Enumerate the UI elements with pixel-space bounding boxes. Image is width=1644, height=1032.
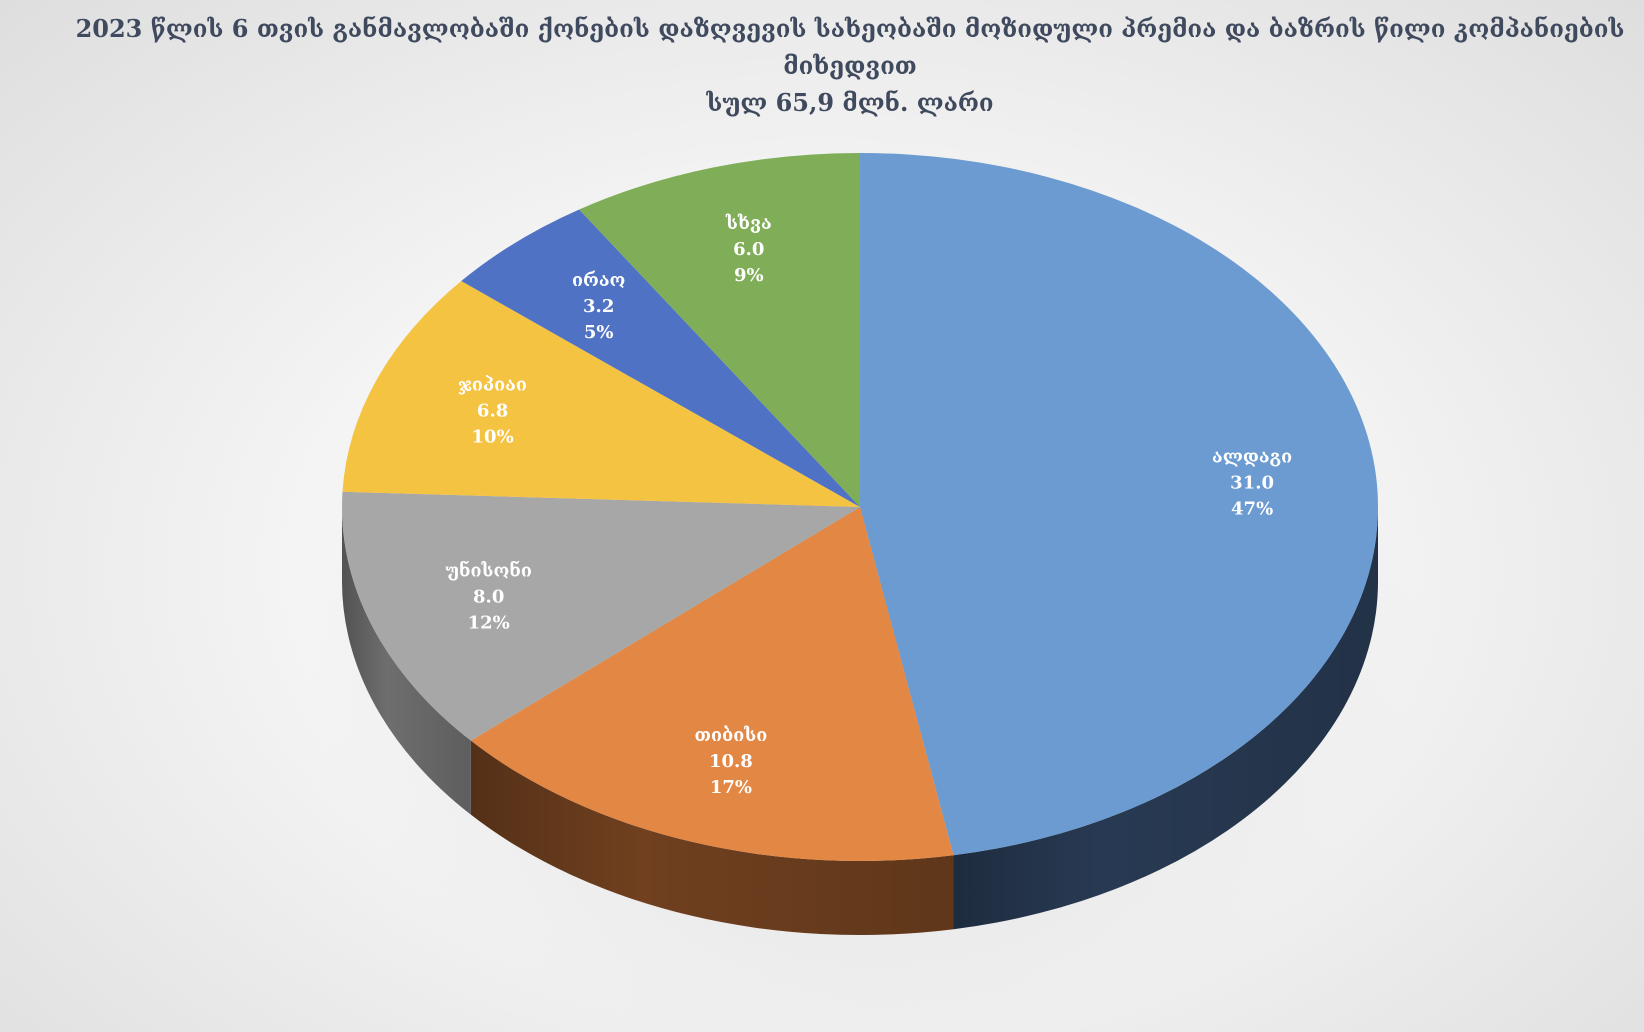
slice-percent-4: 5% <box>584 322 614 343</box>
slice-value-5: 6.0 <box>733 239 764 260</box>
slice-percent-1: 17% <box>710 777 752 798</box>
slice-label-5: სხვა 6.0 9% <box>725 213 772 286</box>
slice-side-1-shade <box>470 740 954 935</box>
slice-4 <box>461 209 860 507</box>
slice-1 <box>470 507 954 861</box>
slice-name-0: ალდაგი <box>1212 447 1292 468</box>
slice-percent-3: 10% <box>472 426 514 447</box>
slice-value-3: 6.8 <box>477 400 508 421</box>
slice-value-0: 31.0 <box>1230 473 1274 494</box>
slice-name-4: ირაო <box>572 270 625 291</box>
slice-side-0-shade <box>953 507 1378 930</box>
slice-side-2-shade <box>342 507 471 815</box>
slice-percent-5: 9% <box>734 265 764 286</box>
slice-3 <box>342 281 861 507</box>
slice-2 <box>342 491 860 741</box>
slice-label-1: თიბისი 10.8 17% <box>694 725 767 798</box>
slice-label-2: უნისონი 8.0 12% <box>445 561 531 634</box>
pie-sides <box>342 507 1378 935</box>
slice-percent-0: 47% <box>1231 499 1273 520</box>
slice-label-0: ალდაგი 31.0 47% <box>1212 447 1292 520</box>
slice-value-2: 8.0 <box>473 587 504 608</box>
slice-label-3: ჯიპიაი 6.8 10% <box>458 374 527 447</box>
chart-title-main: 2023 წლის 6 თვის განმავლობაში ქონების და… <box>75 14 1625 80</box>
slice-name-3: ჯიპიაი <box>458 374 527 395</box>
slice-name-2: უნისონი <box>445 561 531 582</box>
slice-0 <box>860 153 1379 856</box>
slice-name-1: თიბისი <box>694 725 767 746</box>
slice-5 <box>579 153 860 507</box>
pie-tops <box>342 153 1379 861</box>
slice-name-5: სხვა <box>725 213 772 234</box>
slice-label-4: ირაო 3.2 5% <box>572 270 625 343</box>
pie-labels: ალდაგი 31.0 47% თიბისი 10.8 17% უნისონი 8.0 12% ჯ… <box>445 213 1292 798</box>
slice-percent-2: 12% <box>468 613 510 634</box>
chart-subtitle: სულ 65,9 მლნ. ლარი <box>706 88 994 117</box>
slice-value-1: 10.8 <box>709 751 753 772</box>
slice-value-4: 3.2 <box>583 296 614 317</box>
chart-title: 2023 წლის 6 თვის განმავლობაში ქონების და… <box>60 10 1640 121</box>
